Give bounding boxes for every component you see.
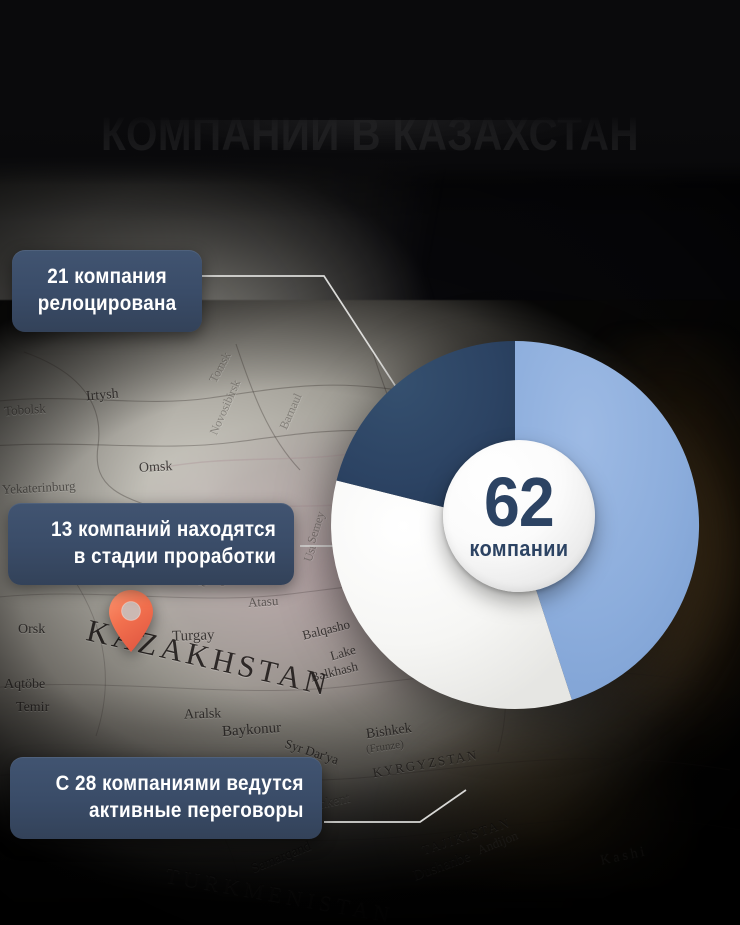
callout-line-1: С 28 компаниями ведутся — [55, 772, 304, 795]
callout-relocated: 21 компания релоцирована — [12, 250, 203, 332]
callout-line-2: релоцирована — [37, 292, 177, 316]
callout-line-1: 21 компания — [47, 265, 167, 288]
total-caption: компании — [469, 536, 569, 562]
callout-line-2: в стадии проработки — [73, 545, 277, 569]
callout-line-2: активные переговоры — [89, 799, 304, 823]
map-pin-icon — [109, 590, 153, 652]
donut-center-hub: 62 компании — [443, 440, 595, 592]
total-value: 62 — [484, 462, 555, 541]
callout-negotiations: С 28 компаниями ведутся активные перегов… — [10, 757, 322, 839]
header-band — [0, 0, 740, 185]
callout-line-1: 13 компаний находятся — [51, 518, 277, 541]
callout-in-progress: 13 компаний находятся в стадии проработк… — [8, 503, 295, 585]
